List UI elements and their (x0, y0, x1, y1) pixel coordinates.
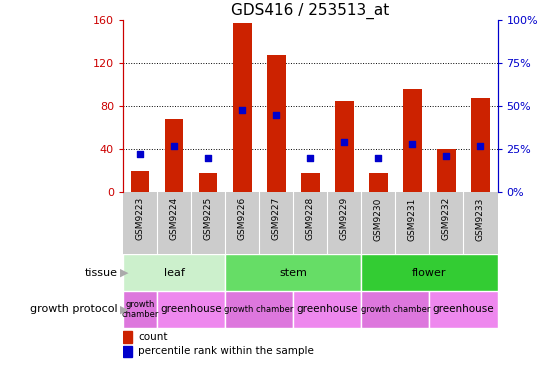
Text: GSM9229: GSM9229 (340, 197, 349, 240)
Text: count: count (138, 332, 168, 342)
Bar (165, 119, 183, 192)
Bar (293, 291, 361, 328)
Text: GSM9228: GSM9228 (306, 197, 315, 240)
Text: GSM9230: GSM9230 (374, 197, 383, 240)
Bar (123, 346, 132, 356)
Bar (335, 101, 354, 192)
Text: GSM9225: GSM9225 (203, 197, 212, 240)
Text: flower: flower (412, 268, 447, 278)
Title: GDS416 / 253513_at: GDS416 / 253513_at (231, 3, 390, 19)
Bar (157, 291, 225, 328)
Text: ▶: ▶ (120, 268, 129, 278)
Point (408, 141, 417, 147)
Bar (131, 171, 149, 192)
Bar (123, 332, 132, 343)
Text: GSM9224: GSM9224 (169, 197, 178, 240)
Bar (123, 254, 225, 291)
Text: GSM9232: GSM9232 (442, 197, 451, 240)
Point (135, 152, 144, 157)
Point (238, 107, 247, 112)
Bar (225, 291, 293, 328)
Text: ▶: ▶ (120, 304, 129, 314)
Bar (369, 173, 388, 192)
Text: GSM9233: GSM9233 (476, 197, 485, 240)
Text: GSM9223: GSM9223 (135, 197, 145, 240)
Point (476, 143, 485, 149)
Bar (267, 55, 286, 192)
Point (169, 143, 178, 149)
Text: growth
chamber: growth chamber (121, 299, 159, 319)
Bar (301, 173, 320, 192)
Point (203, 155, 212, 161)
Text: stem: stem (280, 268, 307, 278)
Text: GSM9226: GSM9226 (238, 197, 247, 240)
Point (442, 153, 451, 159)
Text: percentile rank within the sample: percentile rank within the sample (138, 346, 314, 356)
Bar (361, 254, 498, 291)
Text: growth chamber: growth chamber (361, 305, 430, 314)
Text: greenhouse: greenhouse (296, 304, 358, 314)
Point (374, 155, 383, 161)
Text: GSM9227: GSM9227 (272, 197, 281, 240)
Text: greenhouse: greenhouse (433, 304, 494, 314)
Bar (437, 149, 456, 192)
Bar (225, 254, 361, 291)
Text: growth chamber: growth chamber (225, 305, 294, 314)
Point (340, 139, 349, 145)
Bar (233, 23, 252, 192)
Text: greenhouse: greenhouse (160, 304, 222, 314)
Bar (199, 173, 217, 192)
Bar (403, 89, 421, 192)
Bar (361, 291, 429, 328)
Text: growth protocol: growth protocol (30, 304, 117, 314)
Bar (471, 97, 490, 192)
Text: leaf: leaf (164, 268, 184, 278)
Text: tissue: tissue (84, 268, 117, 278)
Point (306, 155, 315, 161)
Bar (123, 291, 157, 328)
Bar (429, 291, 498, 328)
Text: GSM9231: GSM9231 (408, 197, 417, 240)
Point (272, 112, 281, 118)
